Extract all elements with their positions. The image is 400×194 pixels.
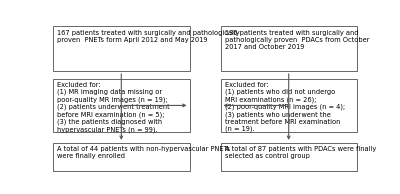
Text: Excluded for:
(1) MR imaging data missing or
poor-quality MR images (n = 19);
(2: Excluded for: (1) MR imaging data missin… (57, 82, 170, 133)
Bar (53, 26, 190, 71)
Text: A total of 44 patients with non-hypervascular PNETs
were finally enrolled: A total of 44 patients with non-hypervas… (57, 146, 230, 159)
Bar (220, 79, 357, 132)
Text: 136 patients treated with surgically and
pathologically proven  PDACs from Octob: 136 patients treated with surgically and… (224, 29, 369, 49)
Text: 167 patients treated with surgically and pathologically
proven  PNETs form April: 167 patients treated with surgically and… (57, 29, 240, 42)
Bar (220, 26, 357, 71)
Bar (53, 143, 190, 171)
Bar (220, 143, 357, 171)
Bar (53, 79, 190, 132)
Text: Excluded for:
(1) patients who did not undergo
MRI examinations (n = 26);
(2) po: Excluded for: (1) patients who did not u… (224, 82, 345, 132)
Text: A total of 87 patients with PDACs were finally
selected as control group: A total of 87 patients with PDACs were f… (224, 146, 376, 159)
